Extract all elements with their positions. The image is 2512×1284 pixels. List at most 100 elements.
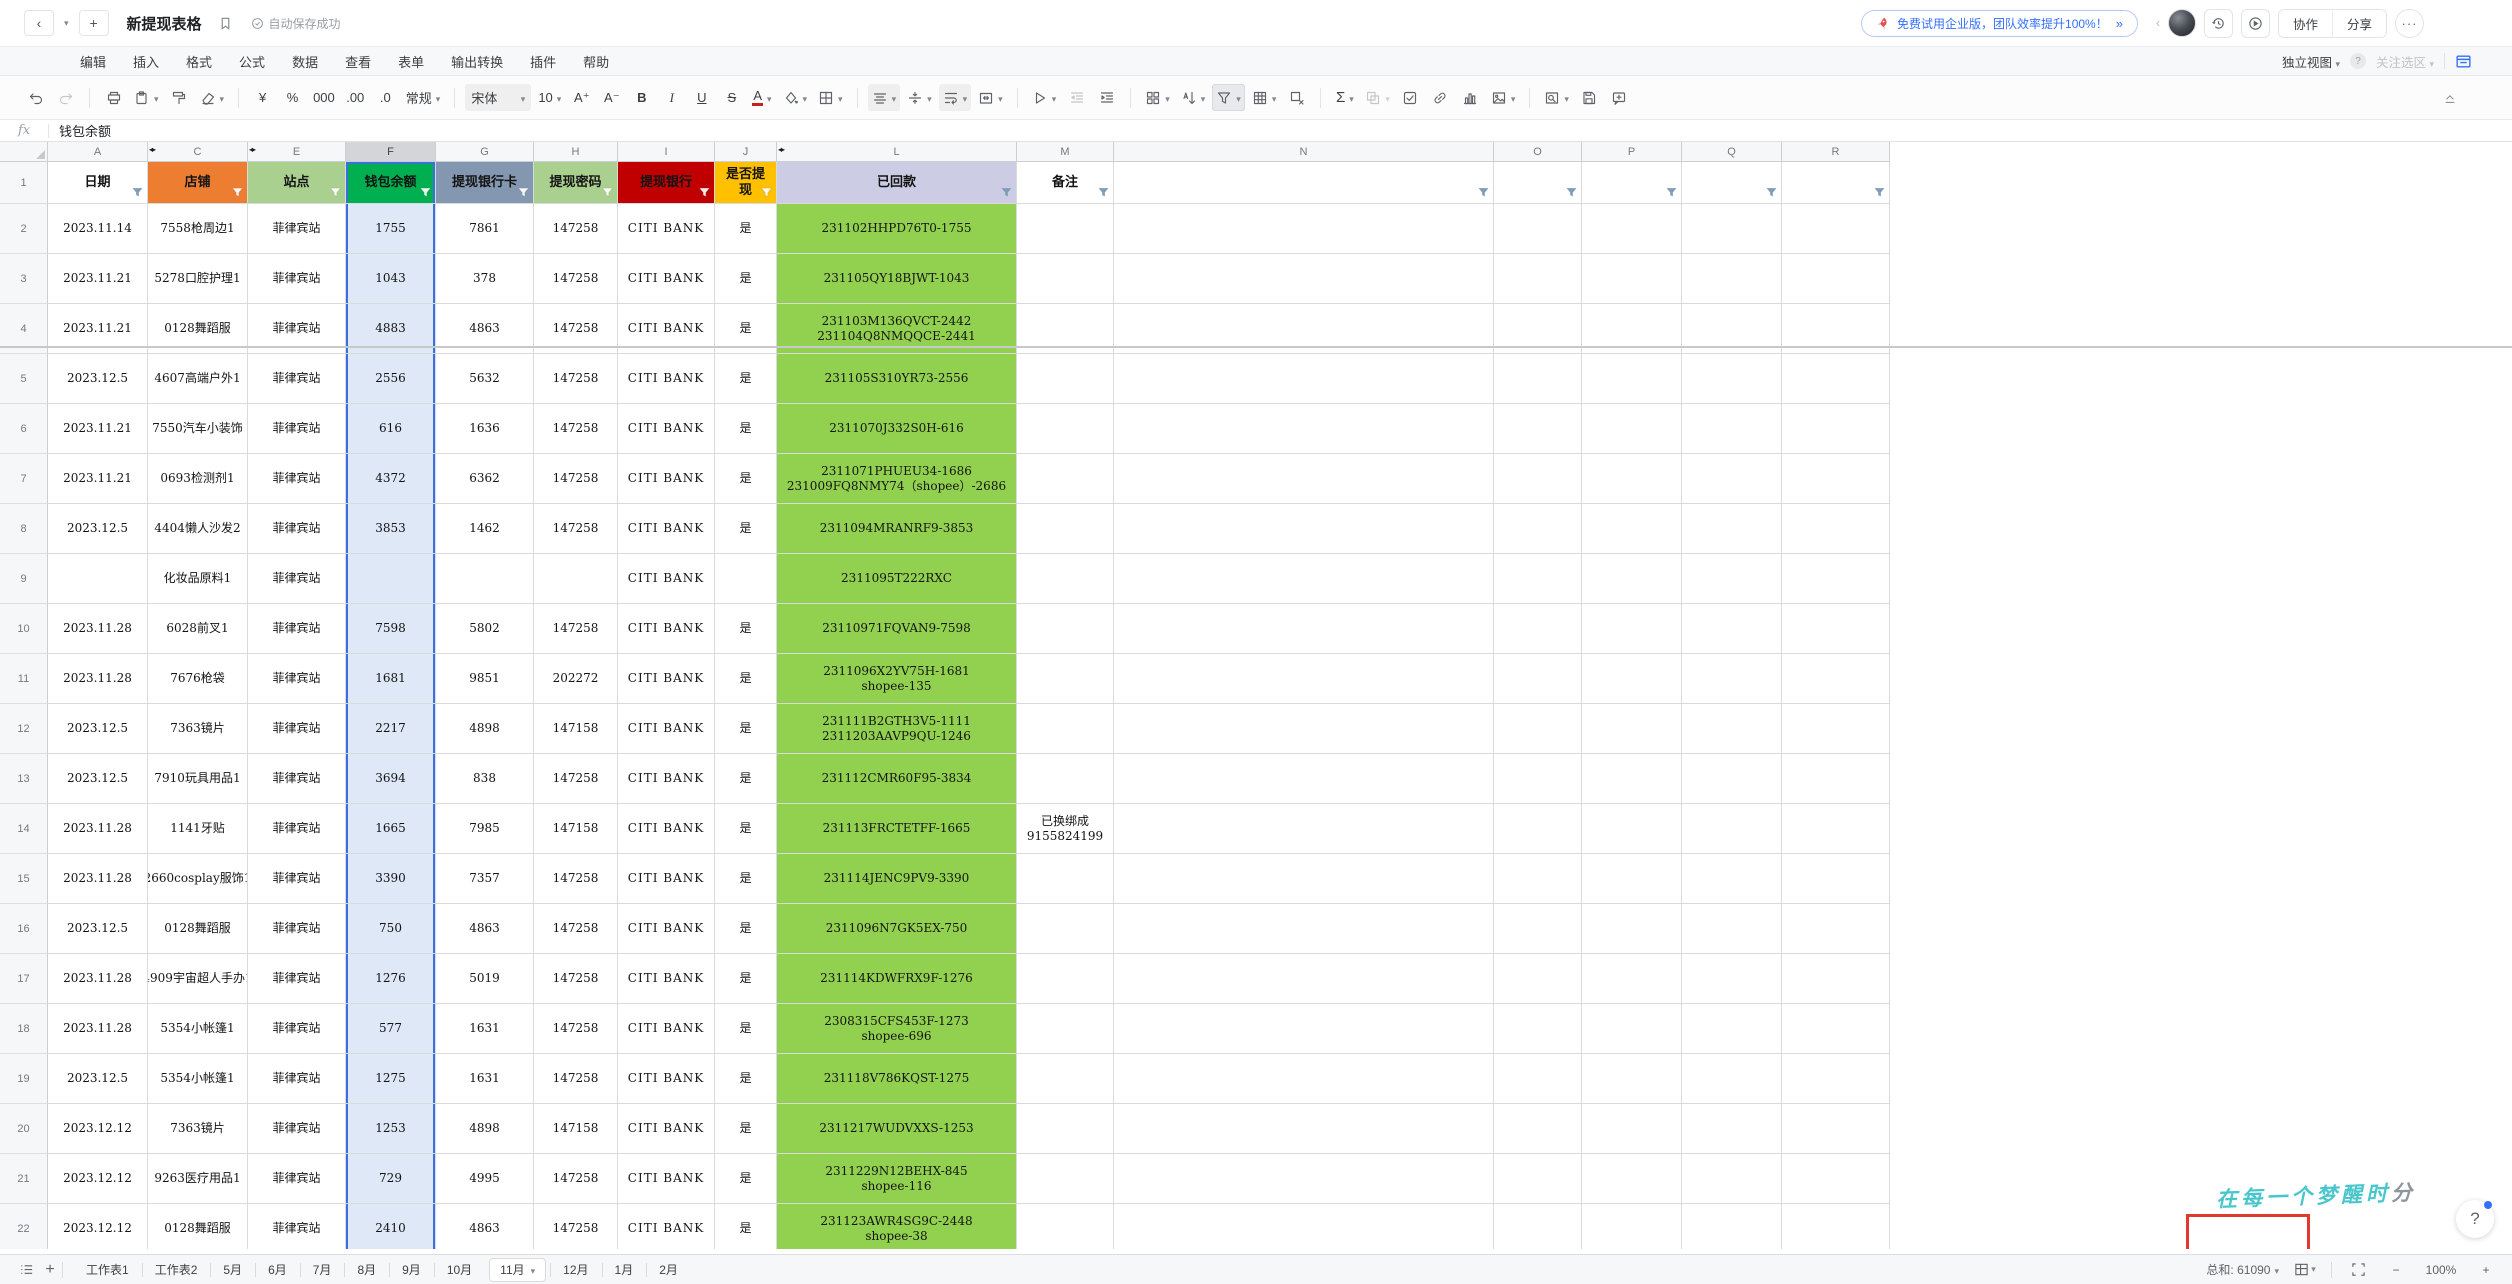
cell-E13[interactable]: 菲律宾站 xyxy=(248,754,346,804)
cell-I14[interactable]: CITI BANK xyxy=(618,804,715,854)
cell-A3[interactable]: 2023.11.21 xyxy=(48,254,148,304)
checkbox-button[interactable] xyxy=(1397,84,1424,111)
cell-O22[interactable] xyxy=(1494,1204,1582,1249)
cell-G14[interactable]: 7985 xyxy=(436,804,534,854)
align-center-button[interactable] xyxy=(867,84,901,111)
version-history-button[interactable] xyxy=(2203,8,2233,38)
cell-Q11[interactable] xyxy=(1682,654,1782,704)
cell-J5[interactable]: 是 xyxy=(715,354,777,404)
cell-N10[interactable] xyxy=(1114,604,1494,654)
sheet-tab-5月[interactable]: 5月 xyxy=(210,1259,255,1281)
cell-J8[interactable]: 是 xyxy=(715,504,777,554)
cell-L6[interactable]: 2311070J332S0H-616 xyxy=(777,404,1017,454)
cell-M4[interactable] xyxy=(1017,304,1114,354)
cell-J15[interactable]: 是 xyxy=(715,854,777,904)
hidden-column-indicator[interactable]: ◂▸ xyxy=(248,145,256,154)
cell-G9[interactable] xyxy=(436,554,534,604)
cell-I4[interactable]: CITI BANK xyxy=(618,304,715,354)
bookmark-icon[interactable] xyxy=(218,16,233,31)
toolbar-collapse-icon[interactable] xyxy=(2443,91,2457,105)
cell-R22[interactable] xyxy=(1782,1204,1890,1249)
cell-L20[interactable]: 2311217WUDVXXS-1253 xyxy=(777,1104,1017,1154)
header-cell-I1[interactable]: 提现银行 xyxy=(618,162,715,204)
cell-Q2[interactable] xyxy=(1682,204,1782,254)
filter-funnel-icon[interactable] xyxy=(699,187,710,198)
comment-button[interactable] xyxy=(1606,84,1633,111)
back-menu-caret-icon[interactable]: ▾ xyxy=(64,17,69,28)
menu-帮助[interactable]: 帮助 xyxy=(583,54,610,70)
cell-I6[interactable]: CITI BANK xyxy=(618,404,715,454)
cell-N12[interactable] xyxy=(1114,704,1494,754)
cell-H3[interactable]: 147258 xyxy=(534,254,618,304)
sheet-tab-7月[interactable]: 7月 xyxy=(299,1259,345,1281)
print-button[interactable] xyxy=(100,84,127,111)
undo-button[interactable] xyxy=(22,84,49,111)
cell-F4[interactable]: 4883 xyxy=(346,304,436,354)
cell-F17[interactable]: 1276 xyxy=(346,954,436,1004)
cell-E5[interactable]: 菲律宾站 xyxy=(248,354,346,404)
sheet-tab-工作表2[interactable]: 工作表2 xyxy=(141,1259,211,1281)
cell-O18[interactable] xyxy=(1494,1004,1582,1054)
decimal-decrease-button[interactable]: .0 xyxy=(379,90,391,105)
cell-C15[interactable]: 2660cosplay服饰1 xyxy=(148,854,248,904)
cell-C12[interactable]: 7363镜片 xyxy=(148,704,248,754)
cell-F21[interactable]: 729 xyxy=(346,1154,436,1204)
cell-F20[interactable]: 1253 xyxy=(346,1104,436,1154)
image-button[interactable] xyxy=(1487,84,1520,111)
cell-Q4[interactable] xyxy=(1682,304,1782,354)
cell-C14[interactable]: 1141牙贴 xyxy=(148,804,248,854)
find-button[interactable] xyxy=(1540,84,1573,111)
hidden-column-indicator[interactable]: ◂▸ xyxy=(148,145,156,154)
cell-O5[interactable] xyxy=(1494,354,1582,404)
cell-E10[interactable]: 菲律宾站 xyxy=(248,604,346,654)
column-header-L[interactable]: L xyxy=(777,142,1017,162)
cell-P20[interactable] xyxy=(1582,1104,1682,1154)
cell-H15[interactable]: 147258 xyxy=(534,854,618,904)
cell-O7[interactable] xyxy=(1494,454,1582,504)
cell-I21[interactable]: CITI BANK xyxy=(618,1154,715,1204)
hidden-column-indicator[interactable]: ◂▸ xyxy=(777,145,785,154)
cell-L7[interactable]: 2311071PHUEU34-1686 231009FQ8NMY74（shopee… xyxy=(777,454,1017,504)
cell-M5[interactable] xyxy=(1017,354,1114,404)
cell-P22[interactable] xyxy=(1582,1204,1682,1249)
row-number-21[interactable]: 21 xyxy=(0,1154,48,1204)
cell-A10[interactable]: 2023.11.28 xyxy=(48,604,148,654)
cell-H14[interactable]: 147158 xyxy=(534,804,618,854)
cell-R12[interactable] xyxy=(1782,704,1890,754)
cell-Q17[interactable] xyxy=(1682,954,1782,1004)
redo-button[interactable] xyxy=(52,84,79,111)
cell-M10[interactable] xyxy=(1017,604,1114,654)
cell-O17[interactable] xyxy=(1494,954,1582,1004)
cell-A21[interactable]: 2023.12.12 xyxy=(48,1154,148,1204)
cell-F6[interactable]: 616 xyxy=(346,404,436,454)
cell-E21[interactable]: 菲律宾站 xyxy=(248,1154,346,1204)
cell-G5[interactable]: 5632 xyxy=(436,354,534,404)
filter-funnel-icon[interactable] xyxy=(1001,187,1012,198)
header-cell-Q1[interactable] xyxy=(1682,162,1782,204)
view-help-icon[interactable]: ? xyxy=(2349,53,2366,69)
cell-I18[interactable]: CITI BANK xyxy=(618,1004,715,1054)
cell-M7[interactable] xyxy=(1017,454,1114,504)
cell-N7[interactable] xyxy=(1114,454,1494,504)
cell-N8[interactable] xyxy=(1114,504,1494,554)
cell-L10[interactable]: 23110971FQVAN9-7598 xyxy=(777,604,1017,654)
cell-A14[interactable]: 2023.11.28 xyxy=(48,804,148,854)
cell-R7[interactable] xyxy=(1782,454,1890,504)
cell-P12[interactable] xyxy=(1582,704,1682,754)
decimal-increase-button[interactable]: .00 xyxy=(346,90,365,105)
row-number-20[interactable]: 20 xyxy=(0,1104,48,1154)
cell-P2[interactable] xyxy=(1582,204,1682,254)
cell-R8[interactable] xyxy=(1782,504,1890,554)
presentation-view-icon[interactable] xyxy=(2455,53,2472,70)
cell-L22[interactable]: 231123AWR4SG9C-2448 shopee-38 xyxy=(777,1204,1017,1249)
cell-G7[interactable]: 6362 xyxy=(436,454,534,504)
cell-N21[interactable] xyxy=(1114,1154,1494,1204)
cell-R19[interactable] xyxy=(1782,1054,1890,1104)
cell-E20[interactable]: 菲律宾站 xyxy=(248,1104,346,1154)
cell-style-button[interactable] xyxy=(1141,84,1174,111)
cell-M11[interactable] xyxy=(1017,654,1114,704)
cell-O21[interactable] xyxy=(1494,1154,1582,1204)
tab-caret-icon[interactable] xyxy=(525,1263,536,1277)
cell-A12[interactable]: 2023.12.5 xyxy=(48,704,148,754)
cell-H17[interactable]: 147258 xyxy=(534,954,618,1004)
